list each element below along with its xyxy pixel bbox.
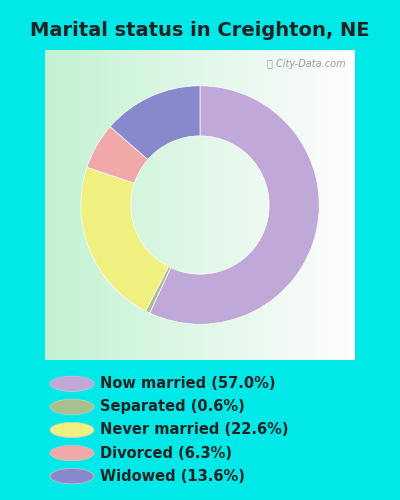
Circle shape	[50, 468, 94, 484]
Text: Widowed (13.6%): Widowed (13.6%)	[100, 468, 245, 483]
Text: Marital status in Creighton, NE: Marital status in Creighton, NE	[30, 20, 370, 40]
Circle shape	[50, 399, 94, 414]
Text: Separated (0.6%): Separated (0.6%)	[100, 400, 245, 414]
Wedge shape	[150, 86, 319, 324]
Wedge shape	[110, 86, 200, 160]
Text: Now married (57.0%): Now married (57.0%)	[100, 376, 276, 392]
Text: ⓘ City-Data.com: ⓘ City-Data.com	[267, 60, 346, 70]
Wedge shape	[87, 126, 148, 183]
Circle shape	[50, 422, 94, 438]
Text: Divorced (6.3%): Divorced (6.3%)	[100, 446, 232, 460]
Wedge shape	[146, 266, 171, 313]
Wedge shape	[81, 168, 168, 311]
Circle shape	[50, 376, 94, 392]
Text: Never married (22.6%): Never married (22.6%)	[100, 422, 288, 438]
Circle shape	[50, 446, 94, 461]
